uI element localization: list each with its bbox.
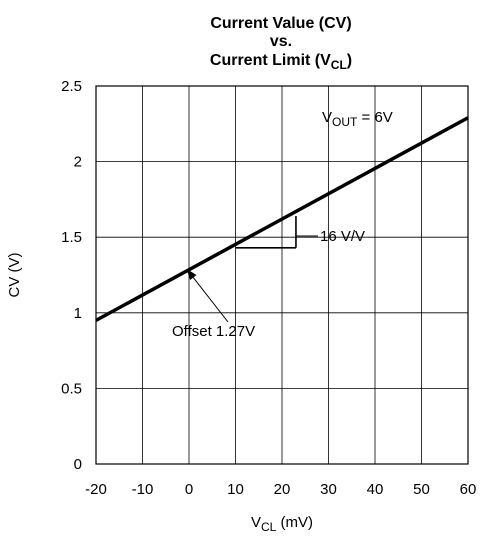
series-group xyxy=(95,116,469,322)
y-tick-label: 0.5 xyxy=(61,380,82,397)
x-axis-label-end: (mV) xyxy=(276,514,313,531)
offset-arrowhead xyxy=(186,268,197,280)
y-tick-label: 0 xyxy=(74,456,82,473)
y-axis-label: CV (V) xyxy=(6,252,23,297)
vout-sub: OUT xyxy=(332,115,358,129)
x-tick-label: 20 xyxy=(274,481,291,498)
x-axis-label: VCL (mV) xyxy=(251,514,313,534)
chart-title-line3-end: ) xyxy=(347,52,352,69)
y-tick-label: 1.5 xyxy=(61,229,82,246)
x-tick-label: 30 xyxy=(320,481,337,498)
x-tick-label: -20 xyxy=(85,481,107,498)
chart-title-line3-sub: CL xyxy=(331,58,347,72)
y-tick-label: 2.5 xyxy=(61,78,82,95)
grid xyxy=(95,85,469,465)
x-tick-label: 0 xyxy=(185,481,193,498)
x-tick-label: -10 xyxy=(132,481,154,498)
slope-label: 16 V/V xyxy=(320,228,365,245)
vout-end: = 6V xyxy=(357,109,392,126)
chart-title-line2: vs. xyxy=(270,33,292,50)
x-axis-label-sub: CL xyxy=(261,520,277,534)
offset-label: Offset 1.27V xyxy=(172,323,255,340)
series-line xyxy=(95,116,469,322)
vout-main: V xyxy=(322,109,332,126)
x-axis-label-main: V xyxy=(251,514,261,531)
vout-annotation: VOUT = 6V xyxy=(322,109,393,129)
x-tick-label: 60 xyxy=(460,481,477,498)
plot-frame xyxy=(95,85,469,465)
chart-title-line3-main: Current Limit (V xyxy=(210,52,331,69)
tick-labels: -20 -10 0 10 20 30 40 50 60 0 0.5 1 1.5 2 2.5 xyxy=(61,78,476,498)
slope-triangle xyxy=(235,216,297,249)
offset-arrow-line xyxy=(191,274,229,323)
chart-title-line1: Current Value (CV) xyxy=(210,15,351,32)
x-tick-label: 40 xyxy=(367,481,384,498)
y-tick-label: 2 xyxy=(74,154,82,171)
y-tick-label: 1 xyxy=(74,305,82,322)
chart-title-line3: Current Limit (VCL) xyxy=(210,52,352,72)
x-tick-label: 50 xyxy=(413,481,430,498)
x-tick-label: 10 xyxy=(227,481,244,498)
